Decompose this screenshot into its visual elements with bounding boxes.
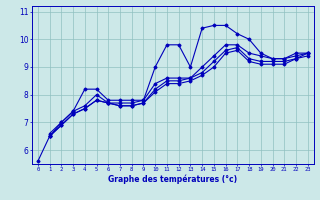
X-axis label: Graphe des températures (°c): Graphe des températures (°c) — [108, 175, 237, 184]
